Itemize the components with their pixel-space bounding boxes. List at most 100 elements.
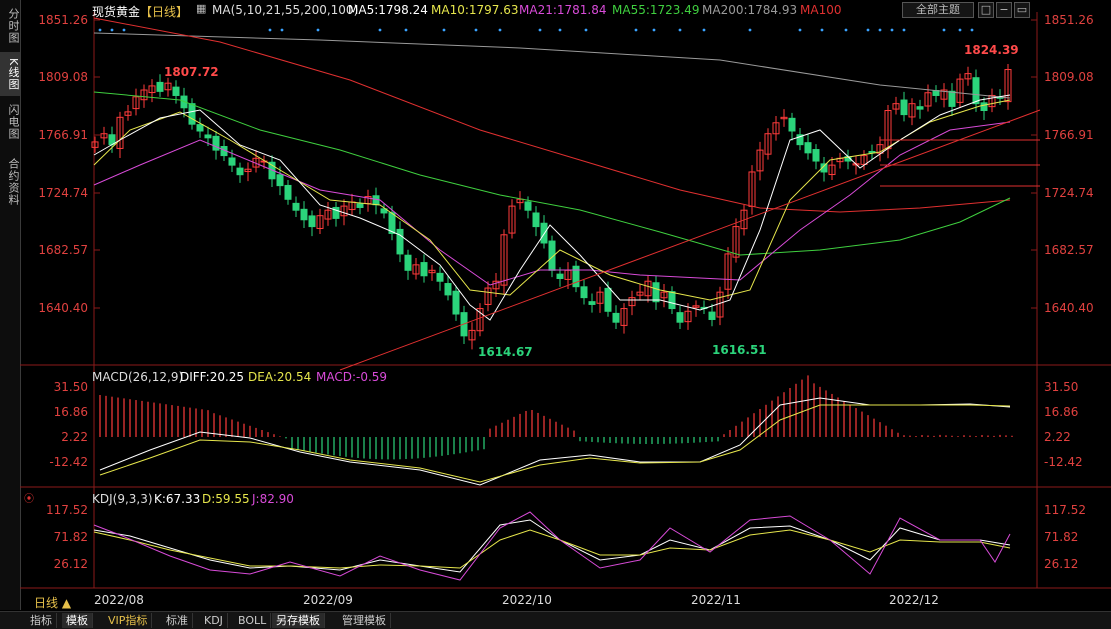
ma100-value: MA100 <box>800 3 842 17</box>
candle-body <box>988 94 996 108</box>
candle-body <box>780 116 788 120</box>
tab-templates[interactable]: 模板 <box>62 613 93 628</box>
period-selector[interactable]: 日线 ▲ <box>34 596 72 610</box>
candle-body <box>924 92 932 107</box>
chart-canvas[interactable]: 1851.26 1851.26 1809.08 1809.08 1766.91 1766.… <box>20 0 1111 610</box>
date-label: 2022/09 <box>303 593 353 607</box>
signal-dot <box>404 28 408 32</box>
candle-body <box>892 103 900 110</box>
candle-body <box>956 78 964 103</box>
tab-boll[interactable]: BOLL <box>234 613 272 628</box>
candle-body <box>916 106 924 110</box>
signal-dot <box>942 28 946 32</box>
signal-dot <box>902 28 906 32</box>
bottom-toolbar: 指标 模板 VIP指标 标准 KDJ BOLL 另存模板 管理模板 <box>0 611 1111 629</box>
candle-body <box>188 103 196 125</box>
ma-lines: 1807.72 1824.39 1614.67 1616.51 <box>93 17 1041 371</box>
tab-kdj[interactable]: KDJ <box>200 613 228 628</box>
candle-body <box>292 202 300 211</box>
candle-body <box>91 141 99 148</box>
candle-body <box>100 133 108 139</box>
macd-tick-label: 2.22 <box>1044 430 1071 444</box>
date-label: 2022/10 <box>502 593 552 607</box>
candle-body <box>980 102 988 112</box>
kdj-tick-label: 26.12 <box>54 557 88 571</box>
candle-body <box>764 133 772 155</box>
ma55-value: MA55:1723.49 <box>612 3 700 17</box>
candle-body <box>948 90 956 107</box>
candle-body <box>724 253 732 290</box>
tab-tick[interactable]: 闪电图 <box>7 104 20 140</box>
candle-body <box>452 290 460 315</box>
kdj-k-line <box>93 519 1011 573</box>
candle-body <box>260 160 268 163</box>
signal-dot <box>866 28 870 32</box>
macd-value: MACD:-0.59 <box>316 370 387 384</box>
signal-dot <box>798 28 802 32</box>
candle-body <box>900 99 908 116</box>
candle-body <box>132 96 140 110</box>
window-maximize-icon[interactable]: ▭ <box>1014 2 1030 18</box>
candle-body <box>532 212 540 228</box>
tab-intraday[interactable]: 分时图 <box>7 8 20 44</box>
tab-contract-info[interactable]: 合约资料 <box>7 158 20 206</box>
signal-dot <box>634 28 638 32</box>
settings-dot-icon[interactable]: ⦿ <box>24 494 34 505</box>
chart-settings-icon[interactable]: ▦ <box>196 2 207 15</box>
candle-body <box>508 205 516 234</box>
candles <box>91 64 1012 350</box>
tab-kline[interactable]: K线图 <box>0 52 20 96</box>
candle-body <box>692 305 700 308</box>
candle-body <box>340 205 348 217</box>
kdj-panel <box>93 511 1011 581</box>
price-tick-label: 1851.26 <box>1044 13 1094 27</box>
ma-params: MA(5,10,21,55,200,100) <box>212 3 359 17</box>
macd-diff: DIFF:20.25 <box>180 370 244 384</box>
candle-body <box>788 117 796 132</box>
macd-tick-label: 31.50 <box>1044 380 1078 394</box>
window-minimize-icon[interactable]: − <box>996 2 1012 18</box>
candle-body <box>212 135 220 151</box>
tab-vip-indicators[interactable]: VIP指标 <box>104 613 153 628</box>
candle-body <box>500 234 508 286</box>
signal-dot <box>970 28 974 32</box>
signal-dot <box>442 28 446 32</box>
price-tick-label: 1809.08 <box>1044 70 1094 84</box>
signal-dot <box>678 28 682 32</box>
candle-body <box>972 77 980 105</box>
signal-dot <box>878 28 882 32</box>
tab-manage-templates[interactable]: 管理模板 <box>338 613 391 628</box>
signal-dot <box>844 28 848 32</box>
ma55-line <box>93 91 1011 256</box>
ma100-line <box>93 17 1011 213</box>
annotation-low: 1616.51 <box>712 343 767 357</box>
chart-area[interactable]: 1851.26 1851.26 1809.08 1809.08 1766.91 1766.… <box>20 0 1111 610</box>
macd-dea: DEA:20.54 <box>248 370 311 384</box>
kdj-tick-label: 71.82 <box>54 530 88 544</box>
ma10-line <box>93 99 1011 301</box>
candle-body <box>116 116 124 149</box>
candle-body <box>660 291 668 299</box>
candle-body <box>236 167 244 176</box>
candle-body <box>444 283 452 296</box>
candle-body <box>396 228 404 255</box>
theme-dropdown[interactable]: 全部主题 <box>902 2 974 18</box>
tab-save-template[interactable]: 另存模板 <box>272 613 325 628</box>
candle-body <box>276 174 284 187</box>
macd-tick-label: -12.42 <box>1044 455 1083 469</box>
signal-dot <box>98 28 102 32</box>
candle-body <box>428 269 436 274</box>
macd-tick-label: 16.86 <box>1044 405 1078 419</box>
tab-indicators[interactable]: 指标 <box>26 613 57 628</box>
candle-body <box>1004 69 1012 103</box>
candle-body <box>412 264 420 275</box>
tab-standard[interactable]: 标准 <box>162 613 193 628</box>
instrument-name: 现货黄金 <box>92 5 141 19</box>
annotation-high: 1807.72 <box>164 65 219 79</box>
date-label: 2022/12 <box>889 593 939 607</box>
candle-body <box>404 254 412 271</box>
candle-body <box>308 215 316 228</box>
candle-body <box>828 164 836 176</box>
candle-body <box>388 212 396 234</box>
window-restore-icon[interactable]: □ <box>978 2 994 18</box>
